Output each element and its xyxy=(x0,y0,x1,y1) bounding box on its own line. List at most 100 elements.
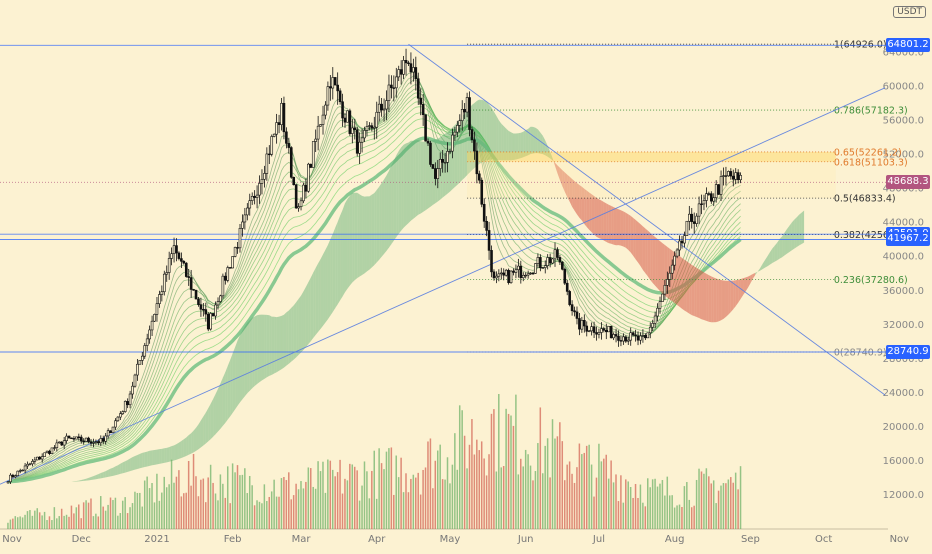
cloud-segment xyxy=(179,441,181,459)
volume-bar xyxy=(649,487,651,529)
cloud-segment xyxy=(777,239,779,260)
candle-body xyxy=(119,414,121,417)
volume-bar xyxy=(544,446,546,529)
volume-bar xyxy=(559,422,561,529)
volume-bar xyxy=(474,454,476,529)
cloud-segment xyxy=(680,256,682,309)
candle-body xyxy=(117,417,119,421)
cloud-segment xyxy=(267,315,269,377)
candle-body xyxy=(22,470,24,471)
volume-bar xyxy=(667,477,669,529)
fib-level-label: 0.618(51103.3) xyxy=(834,157,908,168)
volume-bar xyxy=(151,483,153,529)
cloud-segment xyxy=(689,263,691,315)
cloud-segment xyxy=(167,447,169,462)
volume-bar xyxy=(207,477,209,529)
cloud-segment xyxy=(763,260,765,269)
candle-body xyxy=(659,302,661,309)
cloud-segment xyxy=(316,263,318,335)
cloud-segment xyxy=(379,183,381,260)
cloud-segment xyxy=(706,274,708,322)
cloud-segment xyxy=(137,454,139,469)
y-tick-label: 24000.0 xyxy=(883,388,924,399)
cloud-segment xyxy=(365,196,367,273)
cloud-segment xyxy=(308,278,310,345)
candle-body xyxy=(56,443,58,448)
candle-body xyxy=(434,169,436,179)
volume-bar xyxy=(102,507,104,529)
candle-body xyxy=(635,335,637,336)
candle-body xyxy=(574,311,576,312)
candle-body xyxy=(471,130,473,140)
volume-bar xyxy=(369,498,371,529)
volume-bar xyxy=(681,507,683,529)
volume-bar xyxy=(615,474,617,529)
candle-body xyxy=(630,333,632,340)
candle-body xyxy=(249,201,251,208)
volume-bar xyxy=(166,487,168,529)
candle-body xyxy=(88,438,90,442)
cloud-segment xyxy=(169,446,171,462)
candle-body xyxy=(693,222,695,224)
candle-body xyxy=(417,79,419,99)
cloud-segment xyxy=(719,279,721,321)
cloud-segment xyxy=(360,194,362,276)
volume-bar xyxy=(613,482,615,529)
cloud-segment xyxy=(658,239,660,291)
volume-bar xyxy=(408,492,410,529)
candle-body xyxy=(58,442,60,443)
candle-body xyxy=(578,318,580,329)
candle-body xyxy=(666,279,668,285)
cloud-segment xyxy=(125,460,127,473)
cloud-segment xyxy=(597,198,599,238)
cloud-segment xyxy=(325,245,327,323)
volume-bar xyxy=(461,410,463,529)
candle-body xyxy=(46,451,48,453)
candle-body xyxy=(425,115,427,141)
candle-body xyxy=(476,151,478,174)
cloud-segment xyxy=(355,193,357,280)
candle-body xyxy=(263,173,265,179)
candle-body xyxy=(547,258,549,266)
candle-body xyxy=(681,241,683,243)
cloud-segment xyxy=(194,428,196,453)
candle-body xyxy=(439,159,441,168)
volume-bar xyxy=(574,483,576,529)
volume-bar xyxy=(98,516,100,529)
cloud-segment xyxy=(648,231,650,280)
candle-body xyxy=(75,437,77,439)
cloud-segment xyxy=(408,141,410,223)
volume-bar xyxy=(171,460,173,529)
candle-body xyxy=(34,460,36,461)
cloud-segment xyxy=(242,326,244,399)
candle-body xyxy=(92,442,94,443)
volume-bar xyxy=(417,473,419,529)
volume-bar xyxy=(44,512,46,529)
candle-body xyxy=(554,250,556,259)
candle-body xyxy=(708,194,710,195)
cloud-segment xyxy=(369,195,371,270)
volume-bar xyxy=(439,445,441,529)
cloud-segment xyxy=(699,269,701,319)
cloud-segment xyxy=(745,277,747,292)
volume-bar xyxy=(134,492,136,529)
volume-bar xyxy=(715,503,717,529)
candle-body xyxy=(469,98,471,130)
volume-bar xyxy=(530,466,532,529)
cloud-segment xyxy=(604,202,606,242)
candle-body xyxy=(293,177,295,184)
volume-bar xyxy=(632,498,634,529)
y-tick-label: 60000.0 xyxy=(883,82,924,93)
cloud-segment xyxy=(91,476,93,480)
candle-body xyxy=(698,204,700,216)
volume-bar xyxy=(361,486,363,529)
cloud-segment xyxy=(755,272,757,275)
candle-body xyxy=(376,112,378,127)
candle-body xyxy=(312,141,314,167)
cloud-segment xyxy=(677,254,679,307)
candle-body xyxy=(41,457,43,459)
volume-bar xyxy=(161,493,163,529)
candle-body xyxy=(288,143,290,147)
